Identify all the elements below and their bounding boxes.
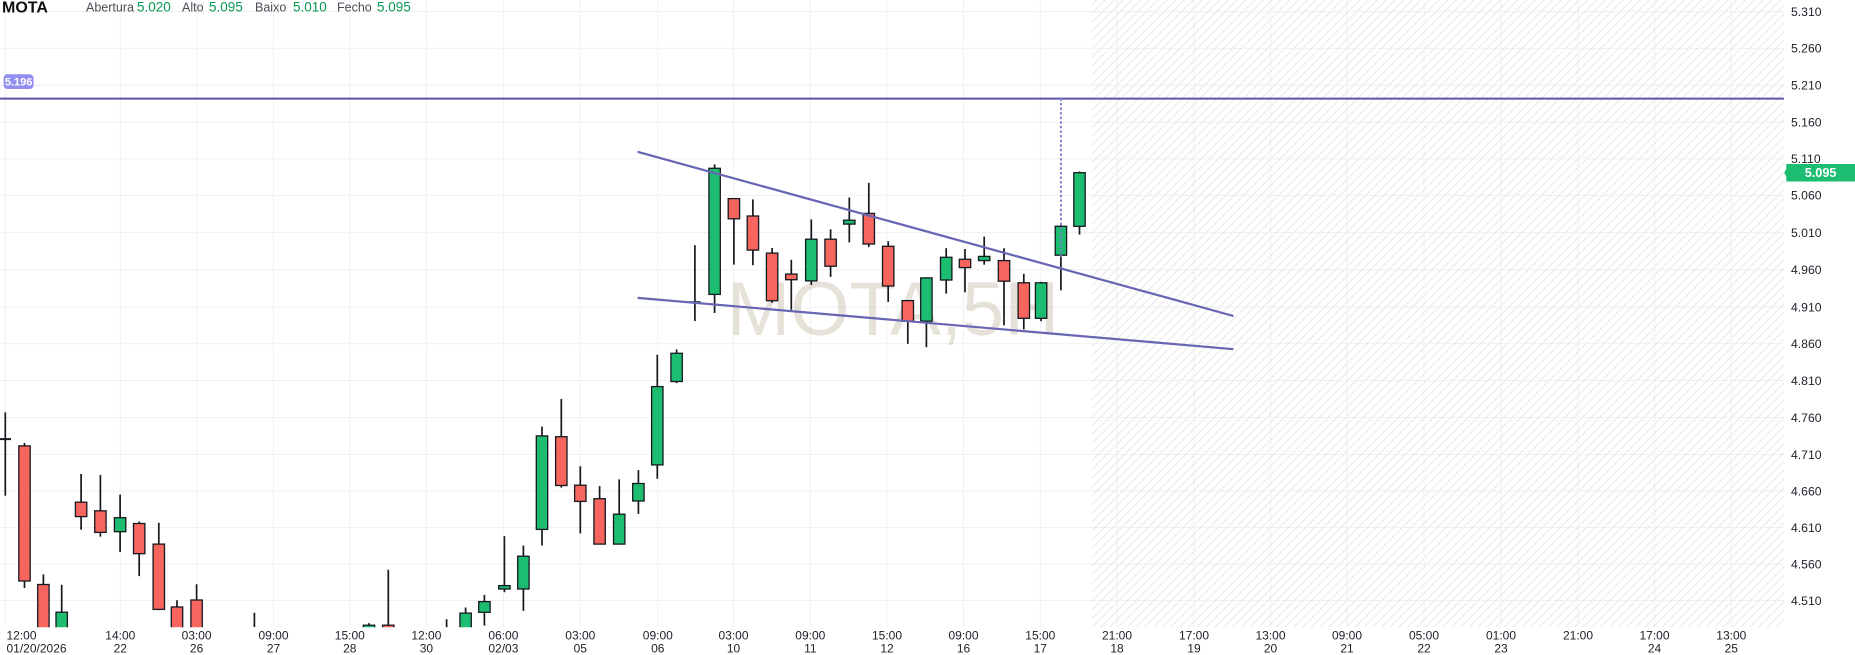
svg-text:5.095: 5.095 xyxy=(377,0,411,15)
svg-text:21: 21 xyxy=(1340,642,1354,655)
svg-text:13:00: 13:00 xyxy=(1716,629,1746,643)
svg-text:Abertura: Abertura xyxy=(86,1,134,15)
svg-text:19: 19 xyxy=(1187,642,1201,655)
svg-text:4.810: 4.810 xyxy=(1791,374,1822,388)
svg-text:5.310: 5.310 xyxy=(1791,5,1822,19)
svg-text:27: 27 xyxy=(267,642,281,655)
svg-text:15:00: 15:00 xyxy=(335,629,365,643)
svg-text:03:00: 03:00 xyxy=(182,629,212,643)
svg-text:5.110: 5.110 xyxy=(1791,152,1821,166)
svg-text:14:00: 14:00 xyxy=(105,629,135,643)
svg-text:5.060: 5.060 xyxy=(1791,189,1822,203)
svg-text:01:00: 01:00 xyxy=(1486,629,1516,643)
svg-text:4.660: 4.660 xyxy=(1791,484,1822,498)
svg-text:Alto: Alto xyxy=(182,1,204,15)
svg-text:30: 30 xyxy=(420,642,434,655)
svg-text:22: 22 xyxy=(1417,642,1431,655)
svg-text:05:00: 05:00 xyxy=(1409,629,1439,643)
svg-text:5.160: 5.160 xyxy=(1791,115,1822,129)
svg-text:4.860: 4.860 xyxy=(1791,337,1822,351)
svg-text:17:00: 17:00 xyxy=(1179,629,1209,643)
svg-text:15:00: 15:00 xyxy=(1025,629,1055,643)
svg-text:20: 20 xyxy=(1264,642,1278,655)
svg-text:03:00: 03:00 xyxy=(565,629,595,643)
svg-text:16: 16 xyxy=(957,642,971,655)
svg-text:09:00: 09:00 xyxy=(1332,629,1362,643)
svg-text:09:00: 09:00 xyxy=(643,629,673,643)
svg-text:5.095: 5.095 xyxy=(209,0,243,15)
svg-text:5.260: 5.260 xyxy=(1791,42,1822,56)
svg-text:03:00: 03:00 xyxy=(718,629,748,643)
svg-text:4.610: 4.610 xyxy=(1791,521,1822,535)
svg-text:18: 18 xyxy=(1110,642,1124,655)
svg-text:Baixo: Baixo xyxy=(255,1,286,15)
svg-text:02/03: 02/03 xyxy=(488,642,518,655)
svg-text:4.710: 4.710 xyxy=(1791,448,1822,462)
svg-text:22: 22 xyxy=(114,642,128,655)
svg-text:28: 28 xyxy=(343,642,357,655)
svg-text:5.095: 5.095 xyxy=(1805,166,1837,180)
svg-text:12:00: 12:00 xyxy=(411,629,441,643)
svg-text:10: 10 xyxy=(727,642,741,655)
svg-text:12:00: 12:00 xyxy=(7,629,37,643)
svg-text:12: 12 xyxy=(880,642,894,655)
svg-text:4.510: 4.510 xyxy=(1791,594,1822,608)
svg-text:21:00: 21:00 xyxy=(1563,629,1593,643)
svg-text:01/20/2026: 01/20/2026 xyxy=(7,642,67,655)
svg-text:Fecho: Fecho xyxy=(337,1,372,15)
svg-text:24: 24 xyxy=(1648,642,1662,655)
svg-text:11: 11 xyxy=(804,642,817,655)
svg-text:4.910: 4.910 xyxy=(1791,300,1822,314)
svg-text:09:00: 09:00 xyxy=(795,629,825,643)
svg-text:5.010: 5.010 xyxy=(293,0,327,15)
svg-text:17: 17 xyxy=(1034,642,1048,655)
svg-text:15:00: 15:00 xyxy=(872,629,902,643)
svg-text:MOTA: MOTA xyxy=(2,0,48,17)
svg-text:5.210: 5.210 xyxy=(1791,79,1822,93)
svg-text:26: 26 xyxy=(190,642,204,655)
svg-text:06: 06 xyxy=(651,642,665,655)
svg-text:25: 25 xyxy=(1725,642,1739,655)
svg-text:09:00: 09:00 xyxy=(258,629,288,643)
svg-text:05: 05 xyxy=(574,642,588,655)
svg-text:5.196: 5.196 xyxy=(5,76,33,88)
svg-text:4.960: 4.960 xyxy=(1791,263,1822,277)
svg-text:5.020: 5.020 xyxy=(137,0,171,15)
svg-text:23: 23 xyxy=(1494,642,1508,655)
svg-text:4.760: 4.760 xyxy=(1791,411,1822,425)
svg-text:13:00: 13:00 xyxy=(1255,629,1285,643)
svg-text:06:00: 06:00 xyxy=(488,629,518,643)
svg-text:21:00: 21:00 xyxy=(1102,629,1132,643)
svg-text:5.010: 5.010 xyxy=(1791,226,1822,240)
svg-text:09:00: 09:00 xyxy=(948,629,978,643)
svg-text:4.560: 4.560 xyxy=(1791,557,1822,571)
svg-text:17:00: 17:00 xyxy=(1639,629,1669,643)
